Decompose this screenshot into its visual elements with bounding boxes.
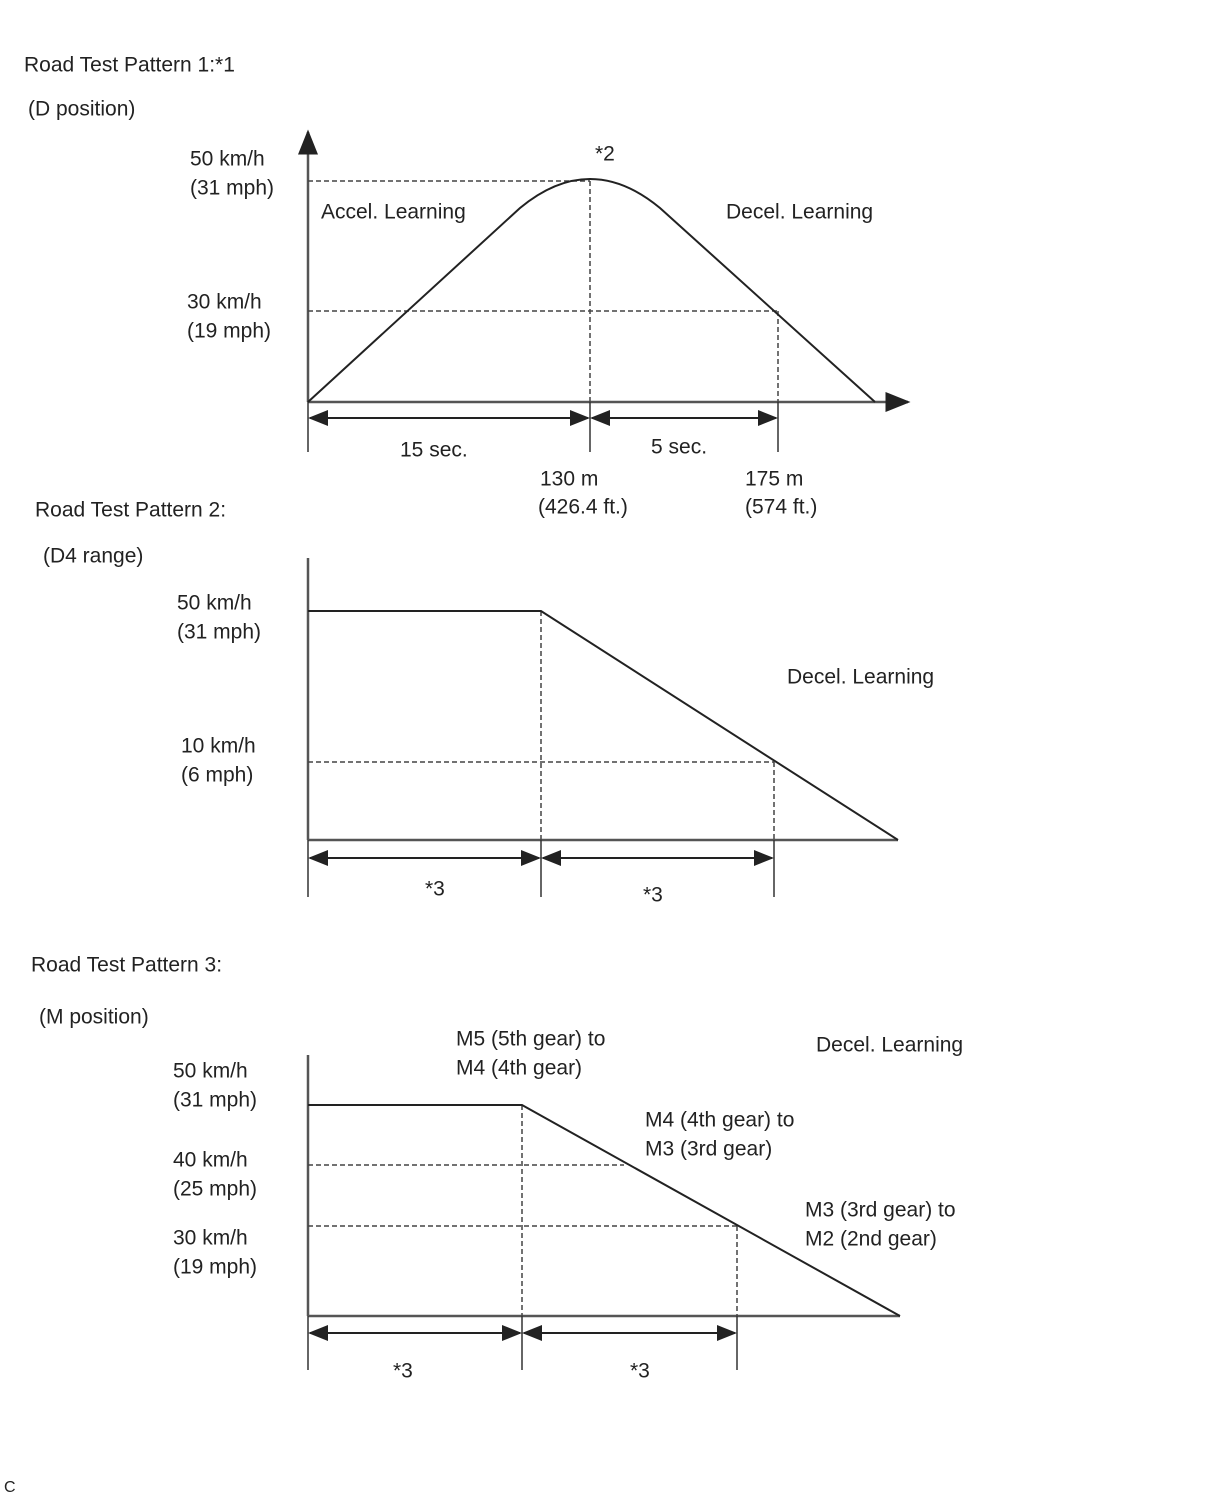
- distance-label: 175 m: [745, 468, 803, 491]
- interval-label: *3: [425, 878, 445, 901]
- interval-label: *3: [643, 884, 663, 907]
- shift-label: M4 (4th gear): [456, 1057, 582, 1080]
- y-label: 50 km/h: [177, 592, 252, 615]
- pattern-1: Road Test Pattern 1:*1 (D position) 50 k…: [24, 54, 911, 519]
- pattern-2-title: Road Test Pattern 2:: [35, 499, 226, 522]
- interval-label: *3: [393, 1360, 413, 1383]
- y-label: 50 km/h: [190, 148, 265, 171]
- accel-label: Accel. Learning: [321, 201, 466, 224]
- y-label: 30 km/h: [187, 291, 262, 314]
- speed-curve: [308, 1104, 901, 1317]
- pattern-3-title: Road Test Pattern 3:: [31, 954, 222, 977]
- y-label: 40 km/h: [173, 1149, 248, 1172]
- distance-label: 130 m: [540, 468, 598, 491]
- shift-label: M2 (2nd gear): [805, 1228, 937, 1251]
- pattern-3: Road Test Pattern 3: (M position) 50 km/…: [31, 954, 963, 1383]
- y-label: (19 mph): [187, 320, 271, 343]
- distance-label: (574 ft.): [745, 496, 817, 519]
- y-label: (25 mph): [173, 1178, 257, 1201]
- decel-label: Decel. Learning: [787, 666, 934, 689]
- y-label: (19 mph): [173, 1256, 257, 1279]
- distance-label: (426.4 ft.): [538, 496, 628, 519]
- pattern-2-subtitle: (D4 range): [43, 545, 143, 568]
- pattern-1-title: Road Test Pattern 1:*1: [24, 54, 235, 77]
- y-label: 10 km/h: [181, 735, 256, 758]
- y-label: (6 mph): [181, 764, 253, 787]
- shift-label: M3 (3rd gear): [645, 1138, 772, 1161]
- interval-label: 15 sec.: [400, 439, 468, 462]
- pattern-2: Road Test Pattern 2: (D4 range) 50 km/h …: [35, 499, 934, 907]
- decel-label: Decel. Learning: [726, 201, 873, 224]
- speed-curve: [308, 610, 899, 841]
- y-label: (31 mph): [173, 1089, 257, 1112]
- y-label: 50 km/h: [173, 1060, 248, 1083]
- y-label: 30 km/h: [173, 1227, 248, 1250]
- speed-curve: [307, 178, 876, 403]
- pattern-3-subtitle: (M position): [39, 1006, 149, 1029]
- figure-code: C: [4, 1479, 16, 1496]
- shift-label: M4 (4th gear) to: [645, 1109, 794, 1132]
- peak-note: *2: [595, 143, 615, 166]
- decel-label: Decel. Learning: [816, 1034, 963, 1057]
- shift-label: M5 (5th gear) to: [456, 1028, 605, 1051]
- shift-label: M3 (3rd gear) to: [805, 1199, 956, 1222]
- pattern-1-subtitle: (D position): [28, 98, 135, 121]
- interval-label: *3: [630, 1360, 650, 1383]
- y-label: (31 mph): [177, 621, 261, 644]
- y-label: (31 mph): [190, 177, 274, 200]
- interval-label: 5 sec.: [651, 436, 707, 459]
